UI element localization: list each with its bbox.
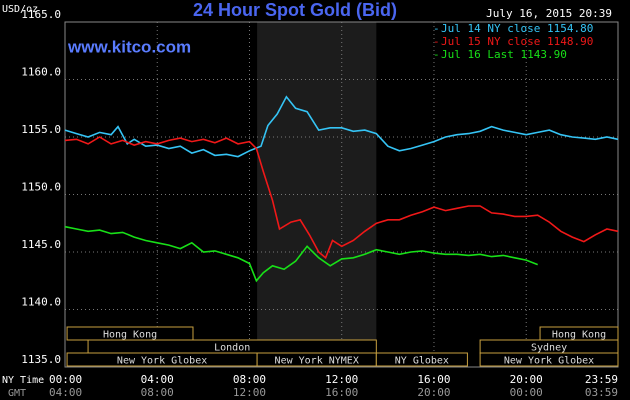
y-tick-label: 1150.0 [21,181,61,194]
session-box [479,352,619,367]
x-row-label: NY Time [2,375,44,386]
x-tick-label: 12:00 [325,373,358,386]
y-tick-label: 1165.0 [21,8,61,21]
y-tick-label: 1145.0 [21,238,61,251]
session-label: New York NYMEX [275,356,359,367]
x-tick-label: 04:00 [141,373,174,386]
session-label: London [214,343,250,354]
x-tick-label: 00:00 [49,373,82,386]
x-tick-label: 16:00 [417,373,450,386]
series-line [64,225,538,283]
x-tick-label: 20:00 [510,373,543,386]
x-row-label: GMT [8,388,26,399]
session-label: Hong Kong [552,330,606,341]
y-tick-label: 1160.0 [21,66,61,79]
session-shade [257,22,377,367]
chart-title: 24 Hour Spot Gold (Bid) [193,0,397,20]
session-label: Sydney [531,343,567,354]
legend-dash: - [433,48,440,61]
session-box [375,352,468,367]
gmt-tick-label: 20:00 [417,386,450,399]
series-line [64,95,619,158]
plot-frame [64,21,619,368]
timestamp: July 16, 2015 20:39 [486,7,612,20]
session-label: New York Globex [504,356,594,367]
gmt-tick-label: 08:00 [141,386,174,399]
gmt-tick-label: 04:00 [49,386,82,399]
y-unit: USD/oz [2,4,38,15]
legend-entry: Jul 16 Last 1143.90 [441,48,567,61]
legend-dash: - [433,35,440,48]
gmt-tick-label: 12:00 [233,386,266,399]
y-tick-label: 1155.0 [21,123,61,136]
gmt-tick-label: 16:00 [325,386,358,399]
y-tick-label: 1135.0 [21,353,61,366]
session-label: NY Globex [395,356,449,367]
gmt-tick-label: 00:00 [510,386,543,399]
legend-entry: Jul 15 NY close 1148.90 [441,35,593,48]
session-label: Hong Kong [103,330,157,341]
legend-entry: Jul 14 NY close 1154.80 [441,22,593,35]
x-tick-label: 08:00 [233,373,266,386]
x-tick-label: 23:59 [585,373,618,386]
series-line [64,136,619,260]
session-label: New York Globex [117,356,207,367]
legend-dash: - [433,22,440,35]
y-tick-label: 1140.0 [21,296,61,309]
gmt-tick-label: 03:59 [585,386,618,399]
watermark: www.kitco.com [67,37,191,56]
